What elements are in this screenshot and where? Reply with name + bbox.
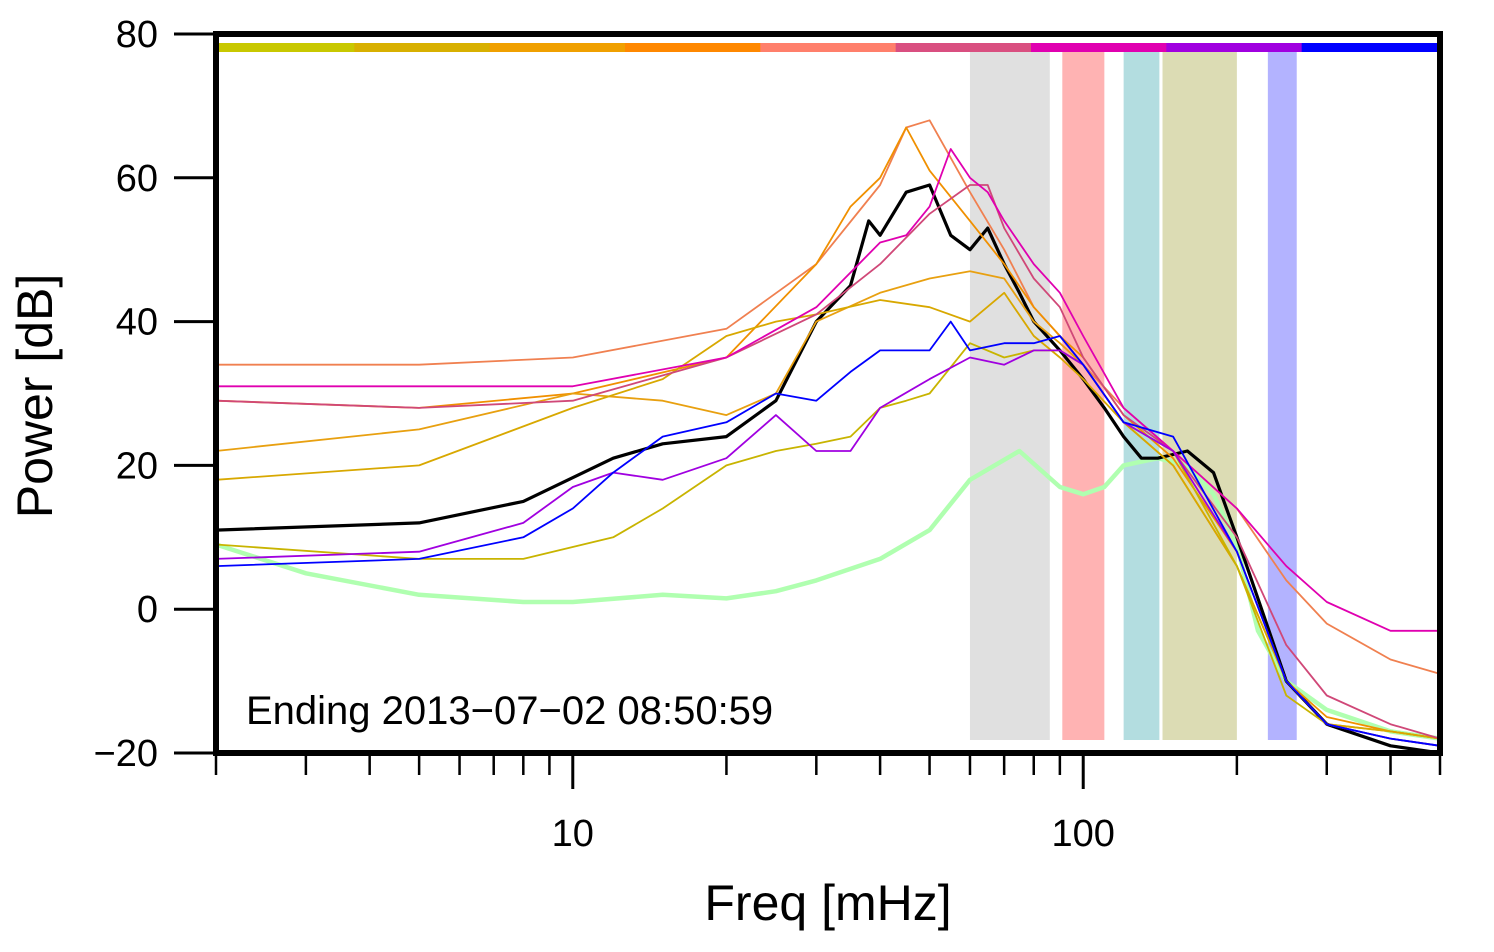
series-line-2 [216,119,1441,675]
color-bar-segment-8 [1301,43,1438,52]
frequency-bands [969,52,1297,740]
series-line-7 [215,184,1441,740]
color-bar-segment-4 [760,43,897,52]
freq-band-2 [1123,52,1160,740]
series-line-4 [215,270,1441,740]
y-tick-label: −20 [94,733,158,775]
freq-band-4 [1267,52,1297,740]
x-tick-label: 10 [552,813,594,855]
series-line-10 [215,320,1441,747]
y-tick-label: 40 [116,302,158,344]
series-line-8 [216,148,1440,632]
x-axis-title: Freq [mHz] [704,875,951,931]
color-bar-segment-7 [1166,43,1303,52]
series-line-6 [215,342,1441,747]
series-line-3 [215,126,1441,740]
series-line-1 [215,183,1441,755]
color-bar-segment-0 [219,43,355,52]
plot-frame [213,31,1443,756]
y-tick-label: 20 [116,445,158,487]
series-line-9 [215,349,1441,747]
y-axis-ticks: 80 60 40 20 0 −20 [94,14,219,775]
freq-band-3 [1162,52,1237,740]
series-lines [215,119,1441,755]
x-tick-label: 100 [1052,813,1115,855]
y-axis-title: Power [dB] [7,274,63,519]
x-axis-ticks: 10 100 [214,753,1442,855]
y-tick-label: 60 [116,158,158,200]
color-bar-segment-3 [625,43,761,52]
series-line-5 [215,291,1441,740]
color-bar-segment-1 [354,43,491,52]
top-color-bar [219,43,1438,52]
freq-band-0 [969,52,1050,740]
color-bar-segment-6 [1031,43,1167,52]
y-tick-label: 80 [116,14,158,56]
ending-annotation: Ending 2013−07−02 08:50:59 [246,689,773,733]
y-tick-label: 0 [137,589,158,631]
color-bar-segment-2 [489,43,626,52]
series-line-0 [215,448,1441,741]
color-bar-segment-5 [895,43,1032,52]
